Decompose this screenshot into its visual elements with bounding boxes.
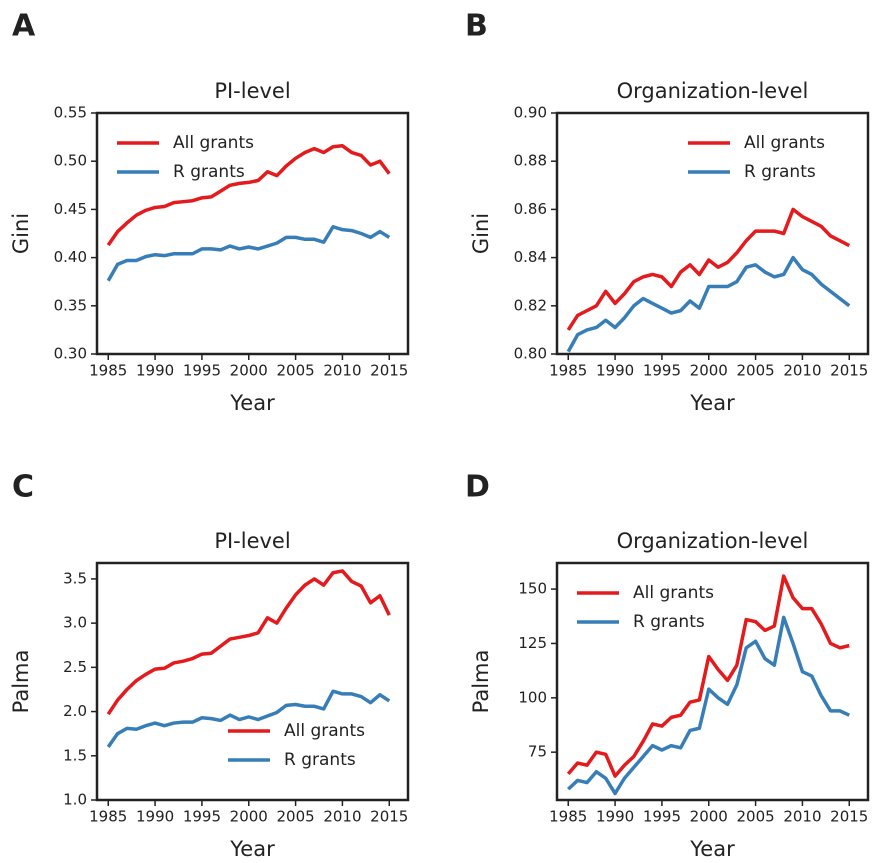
legend-label: All grants	[173, 133, 254, 153]
x-tick-label: 1995	[643, 362, 681, 380]
chart-title: Organization-level	[617, 79, 809, 103]
legend-label: All grants	[744, 133, 825, 153]
y-tick-label: 0.80	[514, 345, 547, 363]
legend-label: R grants	[744, 162, 816, 182]
y-tick-label: 0.35	[54, 296, 87, 314]
x-tick-label: 2005	[276, 808, 314, 826]
x-tick-label: 2005	[736, 362, 774, 380]
x-tick-label: 1990	[596, 808, 634, 826]
y-tick-label: 3.0	[63, 614, 87, 632]
data-line	[106, 144, 391, 247]
y-tick-label: 100	[518, 688, 547, 706]
panel-letter: D	[465, 470, 490, 505]
legend-label: R grants	[284, 750, 356, 770]
x-tick-label: 1990	[136, 808, 174, 826]
y-axis-label: Palma	[469, 650, 493, 714]
y-tick-label: 1.5	[63, 746, 87, 764]
x-axis-label: Year	[229, 391, 275, 415]
data-line	[566, 574, 850, 778]
x-tick-label: 1985	[89, 808, 127, 826]
x-tick-label: 1995	[183, 362, 221, 380]
data-line	[106, 569, 391, 716]
x-tick-label: 1985	[549, 362, 587, 380]
axes-frame	[555, 561, 870, 802]
y-tick-label: 2.0	[63, 702, 87, 720]
y-axis-label: Gini	[9, 213, 33, 254]
x-tick-label: 1990	[596, 362, 634, 380]
y-tick-label: 0.88	[514, 152, 547, 170]
chart-title: PI-level	[214, 529, 290, 553]
x-axis-label: Year	[689, 391, 735, 415]
legend-label: R grants	[633, 612, 705, 632]
axes-frame	[95, 561, 410, 802]
x-tick-label: 2000	[230, 362, 268, 380]
x-tick-label: 2005	[276, 362, 314, 380]
y-tick-label: 0.40	[54, 248, 87, 266]
axes-frame	[95, 111, 410, 356]
x-tick-label: 2005	[736, 808, 774, 826]
y-tick-label: 0.90	[514, 104, 547, 122]
chart-title: Organization-level	[617, 529, 809, 553]
y-tick-label: 125	[518, 634, 547, 652]
x-tick-label: 2015	[830, 362, 868, 380]
x-tick-label: 2010	[783, 362, 821, 380]
legend-label: All grants	[284, 721, 365, 741]
x-tick-label: 2010	[323, 808, 361, 826]
x-tick-label: 1985	[89, 362, 127, 380]
x-tick-label: 1995	[183, 808, 221, 826]
panel-letter: B	[465, 9, 488, 44]
y-tick-label: 0.30	[54, 345, 87, 363]
data-line	[106, 225, 391, 282]
data-line	[106, 689, 391, 748]
y-tick-label: 0.45	[54, 200, 87, 218]
data-line	[566, 207, 851, 331]
axes-frame	[555, 111, 870, 356]
y-tick-label: 0.86	[514, 200, 547, 218]
y-tick-label: 0.55	[54, 104, 87, 122]
y-tick-label: 2.5	[63, 658, 87, 676]
y-tick-label: 0.84	[514, 248, 547, 266]
x-tick-label: 2010	[783, 808, 821, 826]
legend-label: All grants	[633, 583, 714, 603]
x-tick-label: 2000	[690, 362, 728, 380]
y-tick-label: 0.82	[514, 296, 547, 314]
legend-label: R grants	[173, 162, 245, 182]
y-axis-label: Palma	[9, 650, 33, 714]
panel-letter: C	[12, 470, 34, 505]
x-tick-label: 1995	[643, 808, 681, 826]
x-tick-label: 2010	[323, 362, 361, 380]
y-tick-label: 0.50	[54, 152, 87, 170]
data-line	[567, 615, 851, 796]
panel-letter: A	[12, 9, 36, 44]
x-tick-label: 2015	[370, 362, 408, 380]
x-tick-label: 1985	[549, 808, 587, 826]
y-tick-label: 3.5	[63, 569, 87, 587]
y-axis-label: Gini	[469, 213, 493, 254]
x-tick-label: 2000	[230, 808, 268, 826]
x-tick-label: 1990	[136, 362, 174, 380]
x-axis-label: Year	[689, 837, 735, 861]
y-tick-label: 1.0	[63, 791, 87, 809]
x-tick-label: 2000	[690, 808, 728, 826]
x-tick-label: 2015	[370, 808, 408, 826]
y-tick-label: 150	[518, 580, 547, 598]
data-line	[566, 255, 851, 353]
x-tick-label: 2015	[830, 808, 868, 826]
x-axis-label: Year	[229, 837, 275, 861]
y-tick-label: 75	[528, 743, 547, 761]
chart-title: PI-level	[214, 79, 290, 103]
